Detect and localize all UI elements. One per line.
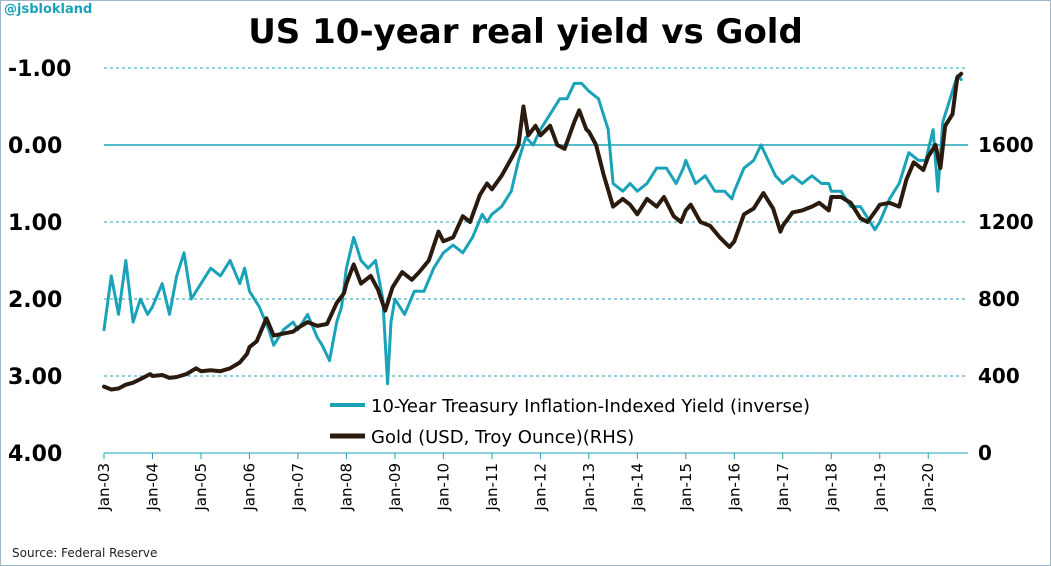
gold-line [102, 71, 964, 392]
left-tick-label: 3.00 [8, 365, 62, 390]
series-lines [102, 71, 964, 392]
left-tick-label: 0.00 [8, 134, 62, 159]
right-tick-label: 1600 [978, 133, 1034, 157]
chart-title: US 10-year real yield vs Gold [248, 12, 803, 52]
x-tick-label: Jan-06 [240, 463, 258, 512]
x-tick-label: Jan-19 [871, 463, 889, 512]
x-tick-label: Jan-17 [774, 463, 792, 512]
x-tick-label: Jan-07 [289, 463, 307, 512]
x-tick-label: Jan-10 [434, 463, 452, 512]
x-axis-ticks: Jan-03 Jan-04 Jan-05 Jan-06 Jan-07 Jan-08 Jan-… [95, 453, 937, 512]
left-tick-label: 4.00 [8, 442, 62, 467]
x-tick-label: Jan-14 [628, 463, 646, 512]
x-tick-label: Jan-11 [483, 463, 501, 512]
right-tick-label: 800 [978, 287, 1020, 311]
x-tick-label: Jan-08 [337, 463, 355, 512]
left-tick-label: -1.00 [8, 57, 71, 82]
source-note: Source: Federal Reserve [12, 546, 158, 560]
left-axis-ticks: -1.00 0.00 1.00 2.00 3.00 4.00 [8, 57, 71, 467]
x-tick-label: Jan-16 [725, 463, 743, 512]
x-tick-label: Jan-09 [386, 463, 404, 512]
right-tick-label: 1200 [978, 210, 1034, 234]
x-tick-label: Jan-12 [531, 463, 549, 512]
right-tick-label: 0 [978, 441, 992, 465]
legend: 10-Year Treasury Inflation-Indexed Yield… [330, 396, 810, 448]
legend-label-gold: Gold (USD, Troy Ounce)(RHS) [371, 427, 634, 448]
legend-label-yield: 10-Year Treasury Inflation-Indexed Yield… [371, 396, 810, 417]
left-tick-label: 2.00 [8, 288, 62, 313]
real-yield-line [102, 74, 963, 386]
right-tick-label: 400 [978, 364, 1020, 388]
x-tick-label: Jan-03 [95, 463, 113, 512]
x-tick-label: Jan-15 [677, 463, 695, 512]
left-tick-label: 1.00 [8, 211, 62, 236]
x-tick-label: Jan-04 [143, 463, 161, 512]
right-axis-ticks: 1600 1200 800 400 0 [978, 133, 1034, 465]
x-tick-label: Jan-20 [919, 463, 937, 512]
x-tick-label: Jan-13 [580, 463, 598, 512]
grid-lines [104, 67, 968, 454]
author-handle: @jsblokland [4, 2, 93, 17]
x-tick-label: Jan-05 [192, 463, 210, 512]
x-tick-label: Jan-18 [822, 463, 840, 512]
